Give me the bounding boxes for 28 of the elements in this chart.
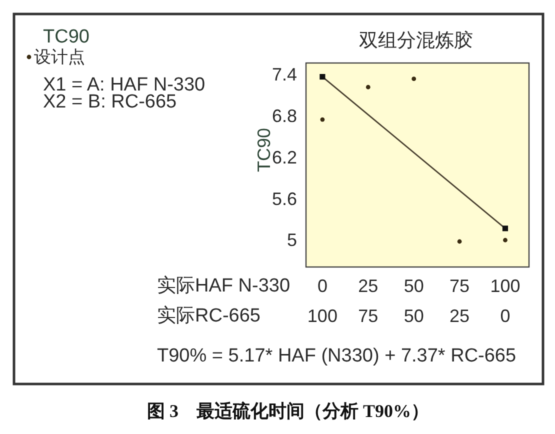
x2-axis-title: 实际RC-665 — [157, 304, 260, 326]
legend-item: 设计点 — [26, 48, 85, 66]
point — [412, 76, 416, 82]
point — [366, 84, 370, 90]
x-tick-label: 0 — [317, 276, 328, 296]
x-axis-title: 实际HAF N-330 — [157, 274, 290, 296]
y-tick-label: 6.2 — [272, 147, 297, 168]
x2-tick-label: 0 — [500, 306, 510, 326]
point — [320, 117, 325, 122]
x-tick-label: 75 — [450, 276, 470, 296]
x-tick-label: 100 — [490, 276, 520, 296]
x-tick-label: 50 — [404, 276, 424, 296]
x2-tick-label: 50 — [404, 306, 424, 326]
y-axis-title: TC90 — [254, 128, 274, 172]
y-tick-label: 5 — [286, 230, 297, 250]
point — [503, 238, 508, 242]
y-tick-label: 7.4 — [272, 64, 297, 85]
text: T90% = 5.17* HAF (N330) + 7.37* RC-665 — [157, 346, 516, 366]
point — [457, 239, 462, 244]
x2-tick-label: 100 — [307, 306, 338, 326]
text: TC90 — [43, 26, 90, 48]
x2-tick-label: 25 — [450, 306, 470, 326]
y-tick-label: 5.6 — [272, 188, 297, 209]
y-tick-label: 6.8 — [272, 106, 297, 126]
x-tick-label: 25 — [358, 276, 378, 296]
caption: 图 3 最适硫化时间（分析 T90%） — [146, 401, 430, 421]
x2-tick-label: 75 — [358, 306, 378, 326]
chart-title: 双组分混炼胶 — [359, 30, 473, 52]
